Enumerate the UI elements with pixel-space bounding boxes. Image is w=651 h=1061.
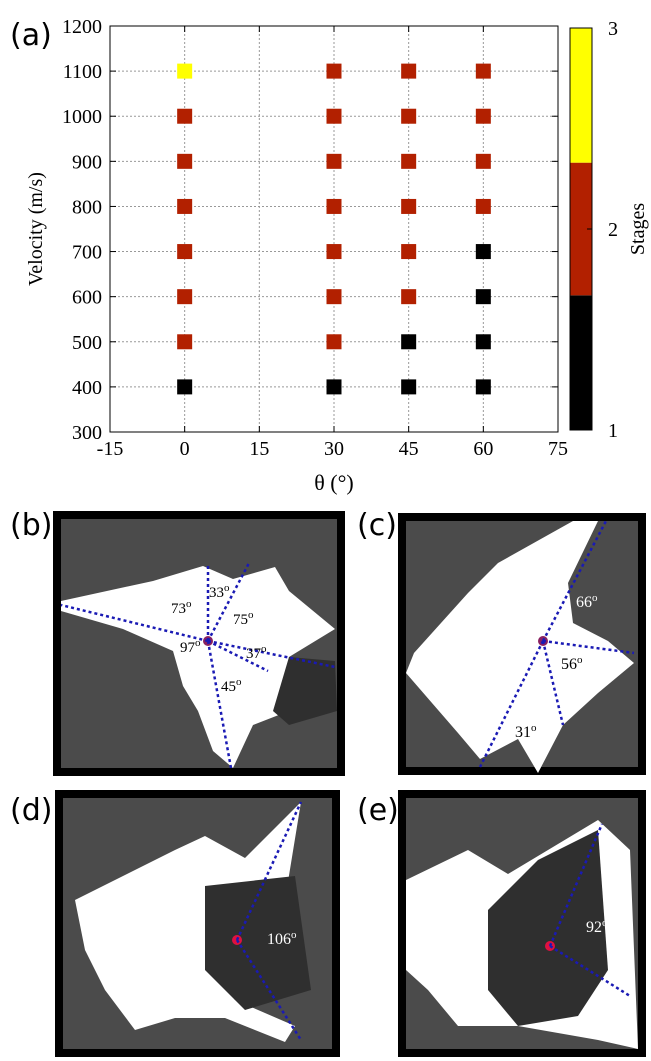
x-tick-label: 60 [473, 438, 493, 460]
data-point-stage-3 [177, 63, 193, 79]
data-point-stage-2 [475, 198, 491, 214]
x-tick-label: 15 [249, 438, 269, 460]
y-tick-label: 500 [72, 332, 102, 354]
data-point-stage-2 [177, 244, 193, 260]
data-point-stage-2 [177, 153, 193, 169]
data-point-stage-2 [177, 334, 193, 350]
y-tick-label: 1200 [62, 16, 102, 38]
colorbar-frame [569, 27, 593, 431]
data-point-stage-2 [401, 289, 417, 305]
simulation-image-b: 33o 73o 75o 97o 37o 45o [53, 511, 345, 776]
y-tick-label: 700 [72, 242, 102, 264]
data-point-stage-1 [475, 289, 491, 305]
data-point-stage-2 [401, 153, 417, 169]
data-point-stage-1 [475, 334, 491, 350]
y-tick-label: 300 [72, 422, 102, 444]
data-point-stage-2 [326, 108, 342, 124]
y-tick-label: 900 [72, 151, 102, 173]
y-tick-label: 800 [72, 196, 102, 218]
colorbar-band [570, 162, 592, 296]
data-point-stage-2 [326, 153, 342, 169]
simulation-image-c: 66o 56o 31o [398, 513, 646, 775]
y-axis-label: Velocity (m/s) [25, 172, 47, 286]
x-tick-label: 75 [548, 438, 568, 460]
colorbar-band [570, 295, 592, 430]
data-point-stage-2 [326, 198, 342, 214]
data-point-stage-2 [475, 63, 491, 79]
x-tick-label: -15 [97, 438, 124, 460]
panel-label-b: (b) [10, 508, 53, 543]
colorbar-band [570, 28, 592, 163]
x-tick-label: 0 [180, 438, 190, 460]
data-point-stage-1 [475, 244, 491, 260]
y-tick-label: 1000 [62, 106, 102, 128]
simulation-image-e: 92o [398, 790, 646, 1057]
data-point-stage-1 [401, 379, 417, 395]
data-point-stage-2 [177, 108, 193, 124]
colorbar-tick-label: 1 [608, 420, 618, 442]
x-tick-label: 30 [324, 438, 344, 460]
data-point-stage-2 [326, 244, 342, 260]
data-point-stage-1 [177, 379, 193, 395]
data-point-stage-2 [401, 198, 417, 214]
data-point-stage-2 [401, 63, 417, 79]
y-tick-label: 400 [72, 377, 102, 399]
stage-chart: -15 0 15 30 45 60 75 300 400 500 600 700 800 900 1000 1… [25, 16, 649, 495]
data-point-stage-2 [475, 153, 491, 169]
data-point-stage-2 [326, 63, 342, 79]
panel-label-a: (a) [10, 18, 52, 53]
data-point-stage-2 [401, 244, 417, 260]
x-tick-label: 45 [399, 438, 419, 460]
panel-label-c: (c) [357, 508, 397, 543]
angle-d-106: 106o [267, 929, 297, 948]
grid-lines [110, 26, 558, 432]
data-point-stage-1 [401, 334, 417, 350]
data-point-stage-2 [326, 289, 342, 305]
colorbar-tick-label: 2 [608, 219, 618, 241]
x-axis-label: θ (°) [314, 470, 354, 495]
colorbar-label: Stages [627, 203, 649, 255]
data-point-stage-2 [326, 334, 342, 350]
y-tick-label: 1100 [63, 61, 102, 83]
data-point-stage-1 [475, 379, 491, 395]
panel-label-d: (d) [10, 793, 53, 828]
colorbar-tick-label: 3 [608, 18, 618, 40]
data-point-stage-2 [177, 289, 193, 305]
colorbar: 1 2 3 [570, 18, 618, 442]
panel-label-e: (e) [357, 793, 399, 828]
y-tick-label: 600 [72, 287, 102, 309]
data-point-stage-1 [326, 379, 342, 395]
simulation-image-d: 106o [55, 790, 340, 1057]
data-point-stage-2 [177, 198, 193, 214]
data-points [177, 63, 491, 395]
data-point-stage-2 [475, 108, 491, 124]
data-point-stage-2 [401, 108, 417, 124]
axis-ticks: -15 0 15 30 45 60 75 300 400 500 600 700 800 900 1000 1… [62, 16, 568, 460]
